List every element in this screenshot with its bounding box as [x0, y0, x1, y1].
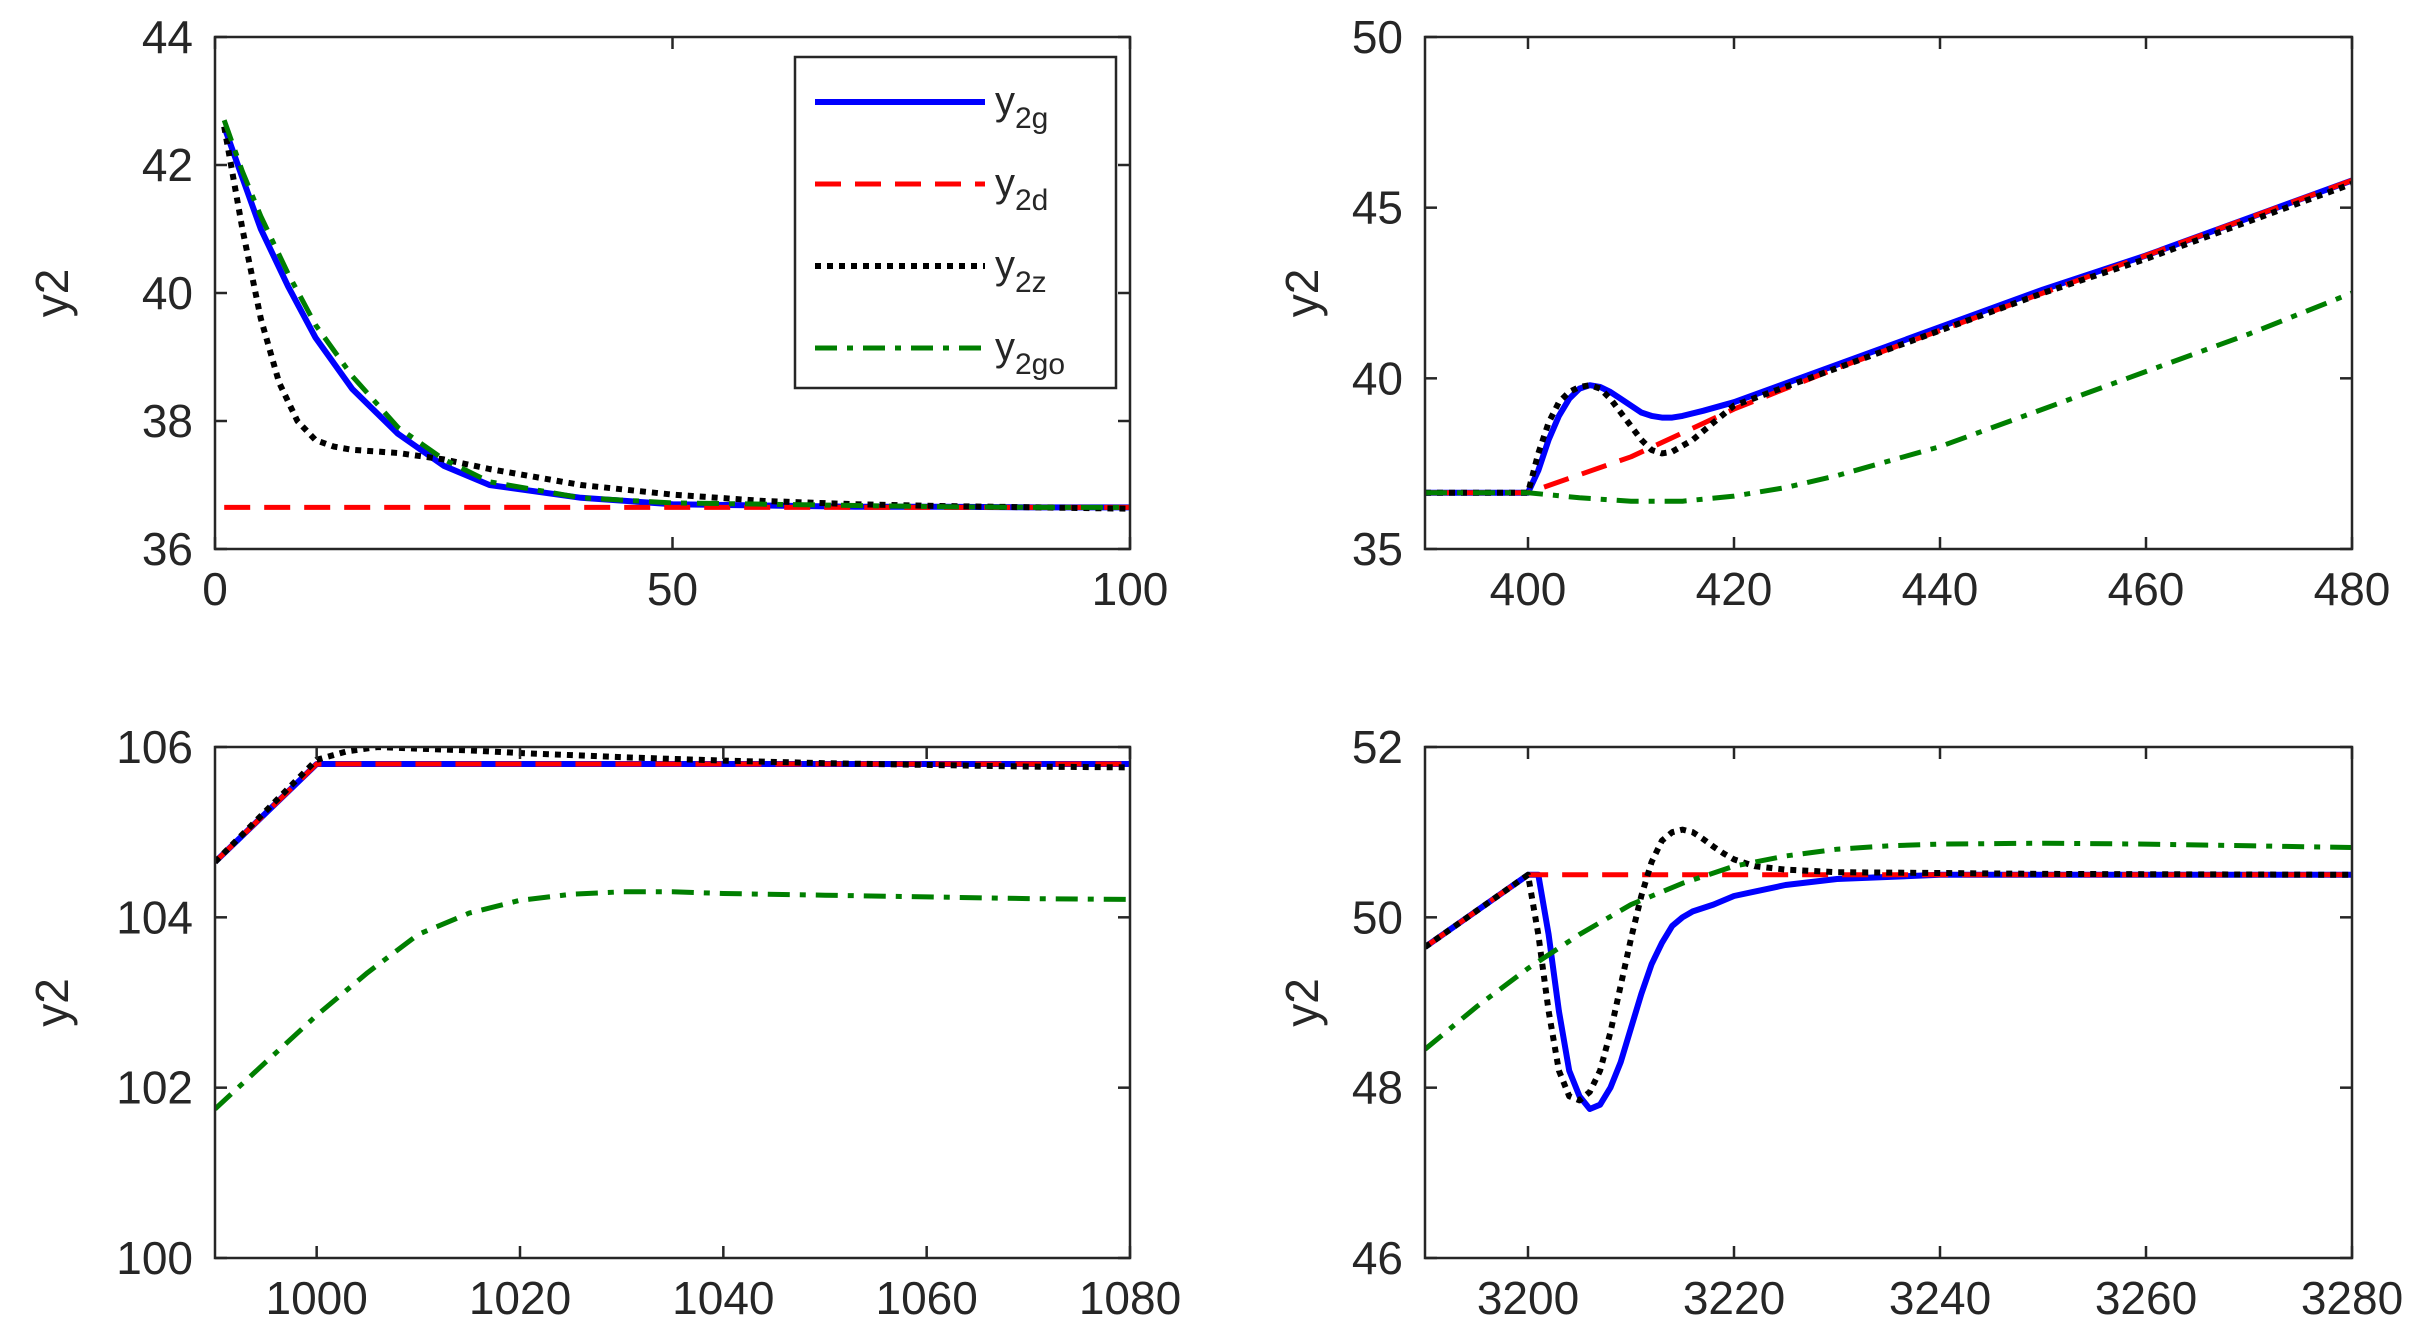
series-line-y2g — [1425, 871, 2352, 1112]
x-tick-label: 1080 — [1079, 1272, 1181, 1324]
y-axis-label: y2 — [26, 269, 78, 318]
y-tick-label: 52 — [1352, 721, 1403, 773]
y-tick-label: 50 — [1352, 11, 1403, 63]
x-tick-label: 100 — [1092, 563, 1169, 615]
legend-label-y2z: y2z — [995, 243, 1047, 299]
series-line-y2z — [1425, 826, 2352, 1104]
x-tick-label: 3200 — [1477, 1272, 1579, 1324]
series-line-y2go — [1425, 290, 2352, 504]
series-line-y2go — [1425, 840, 2352, 1052]
x-tick-label: 400 — [1490, 563, 1567, 615]
x-tick-label: 50 — [647, 563, 698, 615]
x-tick-label: 480 — [2314, 563, 2391, 615]
x-tick-label: 440 — [1902, 563, 1979, 615]
y-tick-label: 45 — [1352, 182, 1403, 234]
series-line-y2go — [215, 889, 1130, 1111]
x-tick-label: 0 — [202, 563, 228, 615]
y-axis-label: y2 — [1276, 269, 1328, 318]
y-tick-label: 40 — [142, 267, 193, 319]
y-tick-label: 48 — [1352, 1062, 1403, 1114]
legend-label-y2g: y2g — [995, 79, 1048, 135]
series-line-y2go — [221, 119, 1130, 510]
axes-frame — [213, 745, 1132, 1260]
y-tick-label: 38 — [142, 395, 193, 447]
series-line-y2z — [1425, 180, 2352, 496]
x-tick-label: 3280 — [2301, 1272, 2403, 1324]
legend-box — [793, 55, 1118, 390]
chart-panel-3: 1000 1020 1040 1060 1080 100 102 104 106 y2 — [26, 721, 1181, 1324]
x-tick-label: 3240 — [1889, 1272, 1991, 1324]
axes-frame — [1423, 745, 2354, 1260]
legend-label-y2go: y2go — [995, 325, 1065, 381]
y-tick-label: 102 — [116, 1062, 193, 1114]
chart-panel-1: 0 50 100 36 38 40 42 44 y2 — [26, 11, 1168, 615]
x-tick-label: 460 — [2108, 563, 2185, 615]
y-tick-label: 50 — [1352, 891, 1403, 943]
y-tick-label: 104 — [116, 891, 193, 943]
x-tick-label: 3260 — [2095, 1272, 2197, 1324]
x-tick-label: 1000 — [265, 1272, 367, 1324]
y-tick-label: 35 — [1352, 523, 1403, 575]
legend-label-y2d: y2d — [995, 161, 1048, 217]
x-tick-label: 3220 — [1683, 1272, 1785, 1324]
chart-panel-4: 3200 3220 3240 3260 3280 46 48 50 52 y2 — [1276, 721, 2403, 1324]
y-tick-label: 36 — [142, 523, 193, 575]
chart-panel-2: 400 420 440 460 480 35 40 45 50 y2 — [1276, 11, 2390, 615]
x-tick-label: 420 — [1696, 563, 1773, 615]
series-line-y2g — [1425, 177, 2352, 496]
x-tick-label: 1020 — [469, 1272, 571, 1324]
series-line-y2z — [221, 126, 1130, 512]
y-axis-label: y2 — [1276, 978, 1328, 1027]
y-axis-label: y2 — [26, 978, 78, 1027]
y-tick-label: 106 — [116, 721, 193, 773]
y-tick-label: 44 — [142, 11, 193, 63]
axes-frame — [1423, 35, 2354, 551]
x-tick-label: 1040 — [672, 1272, 774, 1324]
y-tick-label: 40 — [1352, 352, 1403, 404]
y-tick-label: 46 — [1352, 1232, 1403, 1284]
y-tick-label: 100 — [116, 1232, 193, 1284]
legend: y2g y2d y2z y2go — [793, 55, 1118, 390]
x-tick-label: 1060 — [875, 1272, 977, 1324]
y-tick-label: 42 — [142, 139, 193, 191]
